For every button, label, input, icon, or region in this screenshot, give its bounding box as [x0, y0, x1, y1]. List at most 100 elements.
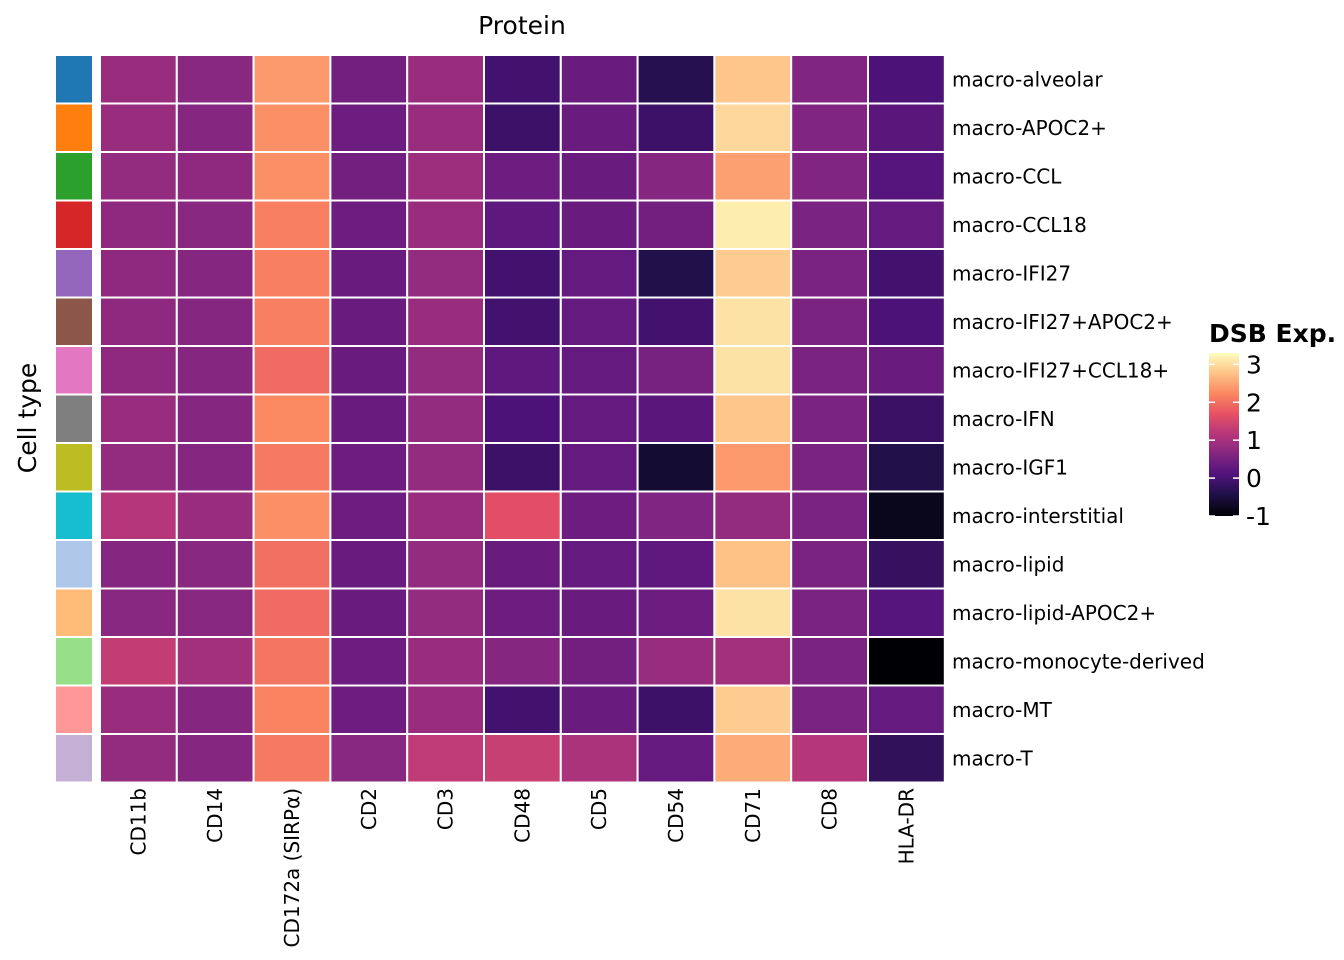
row-annotation-swatch — [54, 54, 94, 105]
row-annotation-swatch — [54, 587, 94, 638]
heatmap-cell — [329, 684, 409, 735]
column-label: CD5 — [587, 788, 611, 830]
heatmap-cell — [252, 393, 332, 444]
heatmap-cell — [713, 442, 793, 493]
legend-tick-label: 2 — [1246, 388, 1262, 417]
heatmap-cell — [175, 199, 255, 250]
heatmap-cell — [867, 733, 946, 784]
heatmap-cell — [406, 733, 486, 784]
row-label: macro-IFI27+APOC2+ — [952, 310, 1173, 334]
row-annotation-swatch — [54, 248, 94, 299]
heatmap-cell — [867, 199, 946, 250]
heatmap-cell — [329, 733, 409, 784]
heatmap-cell — [713, 490, 793, 541]
column-labels: CD11b CD14 CD172a (SIRPα) CD2 CD3 CD48 CD5 CD54… — [126, 788, 918, 948]
heatmap-cell — [713, 636, 793, 687]
heatmap-cell — [559, 684, 639, 735]
row-label: macro-CCL18 — [952, 213, 1087, 237]
row-label: macro-T — [952, 746, 1034, 770]
heatmap-cell — [329, 296, 409, 347]
heatmap-cell — [867, 393, 946, 444]
heatmap-cell — [99, 54, 178, 105]
heatmap-cell — [790, 587, 870, 638]
heatmap-cell — [329, 490, 409, 541]
heatmap-cell — [790, 248, 870, 299]
row-label: macro-lipid — [952, 552, 1064, 576]
heatmap-cell — [252, 636, 332, 687]
row-annotation-swatch — [54, 733, 94, 784]
y-axis-label: Cell type — [13, 363, 42, 474]
heatmap-cell — [636, 102, 716, 153]
heatmap-cell — [406, 248, 486, 299]
heatmap-cell — [790, 296, 870, 347]
heatmap-cell — [406, 296, 486, 347]
heatmap-cell — [252, 442, 332, 493]
heatmap-cell — [867, 490, 946, 541]
heatmap-cell — [329, 151, 409, 202]
heatmap-cell — [636, 490, 716, 541]
chart-title: Protein — [478, 11, 566, 40]
heatmap-cell — [559, 733, 639, 784]
heatmap-cell — [252, 151, 332, 202]
heatmap-cell — [636, 296, 716, 347]
heatmap-cell — [867, 296, 946, 347]
heatmap-cell — [252, 54, 332, 105]
heatmap-cell — [790, 54, 870, 105]
heatmap-cell — [99, 345, 178, 396]
legend-tick-label: 0 — [1246, 464, 1262, 493]
row-annotation-swatch — [54, 684, 94, 735]
row-label: macro-APOC2+ — [952, 116, 1107, 140]
heatmap-cell — [636, 733, 716, 784]
heatmap-cell — [636, 54, 716, 105]
heatmap-cell — [99, 151, 178, 202]
row-label: macro-IFI27+CCL18+ — [952, 358, 1169, 382]
heatmap-cell — [483, 733, 562, 784]
heatmap-cell — [483, 393, 562, 444]
heatmap-cell — [713, 587, 793, 638]
heatmap-cell — [483, 345, 562, 396]
heatmap-cell — [713, 199, 793, 250]
heatmap-cell — [99, 442, 178, 493]
row-label: macro-IFN — [952, 407, 1055, 431]
heatmap-cell — [867, 54, 946, 105]
row-annotation-swatch — [54, 151, 94, 202]
heatmap-cell — [483, 442, 562, 493]
heatmap-cell — [406, 54, 486, 105]
column-label: CD172a (SIRPα) — [280, 788, 304, 948]
heatmap-cell — [99, 636, 178, 687]
heatmap-cell — [329, 248, 409, 299]
heatmap-cell — [175, 587, 255, 638]
heatmap-cell — [329, 393, 409, 444]
heatmap-cell — [252, 296, 332, 347]
heatmap-cell — [713, 248, 793, 299]
legend-gradient-bar — [1209, 353, 1239, 516]
heatmap-cell — [559, 442, 639, 493]
heatmap-cell — [867, 151, 946, 202]
heatmap-cell — [175, 442, 255, 493]
heatmap-cell — [252, 587, 332, 638]
column-label: CD71 — [741, 788, 765, 843]
heatmap-cell — [99, 539, 178, 590]
row-annotation-swatch — [54, 539, 94, 590]
heatmap-cell — [329, 587, 409, 638]
legend-title: DSB Exp. — [1209, 319, 1336, 348]
heatmap-cell — [483, 490, 562, 541]
heatmap-cell — [99, 248, 178, 299]
heatmap-cell — [559, 54, 639, 105]
heatmap-cell — [175, 539, 255, 590]
heatmap-cell — [636, 442, 716, 493]
row-label: macro-MT — [952, 698, 1053, 722]
heatmap-cell — [483, 151, 562, 202]
heatmap-cell — [713, 733, 793, 784]
heatmap-cell — [175, 733, 255, 784]
heatmap-cell — [175, 296, 255, 347]
heatmap-cell — [406, 490, 486, 541]
heatmap-cell — [867, 636, 946, 687]
heatmap-cell — [406, 539, 486, 590]
heatmap-cell — [99, 684, 178, 735]
heatmap-cell — [483, 102, 562, 153]
heatmap-cell — [406, 345, 486, 396]
heatmap-cell — [867, 539, 946, 590]
column-label: CD54 — [664, 788, 688, 843]
heatmap-cell — [790, 636, 870, 687]
